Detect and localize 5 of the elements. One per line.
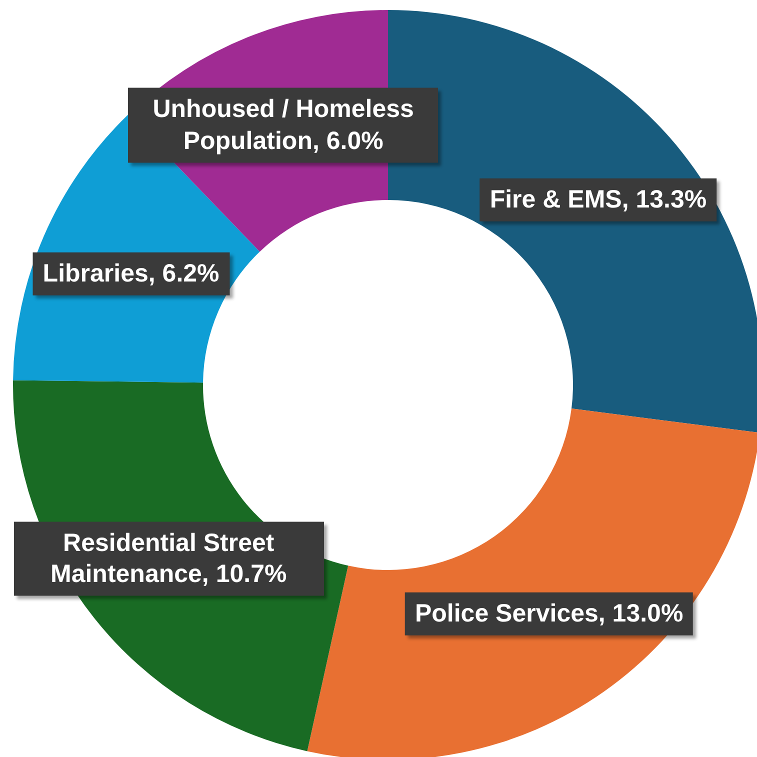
slice-label: Unhoused / Homeless Population, 6.0% bbox=[128, 88, 438, 163]
slice-label: Residential Street Maintenance, 10.7% bbox=[14, 522, 324, 596]
slice-label: Police Services, 13.0% bbox=[404, 592, 694, 636]
slice-label: Libraries, 6.2% bbox=[32, 252, 230, 296]
slice-label: Fire & EMS, 13.3% bbox=[480, 178, 717, 222]
